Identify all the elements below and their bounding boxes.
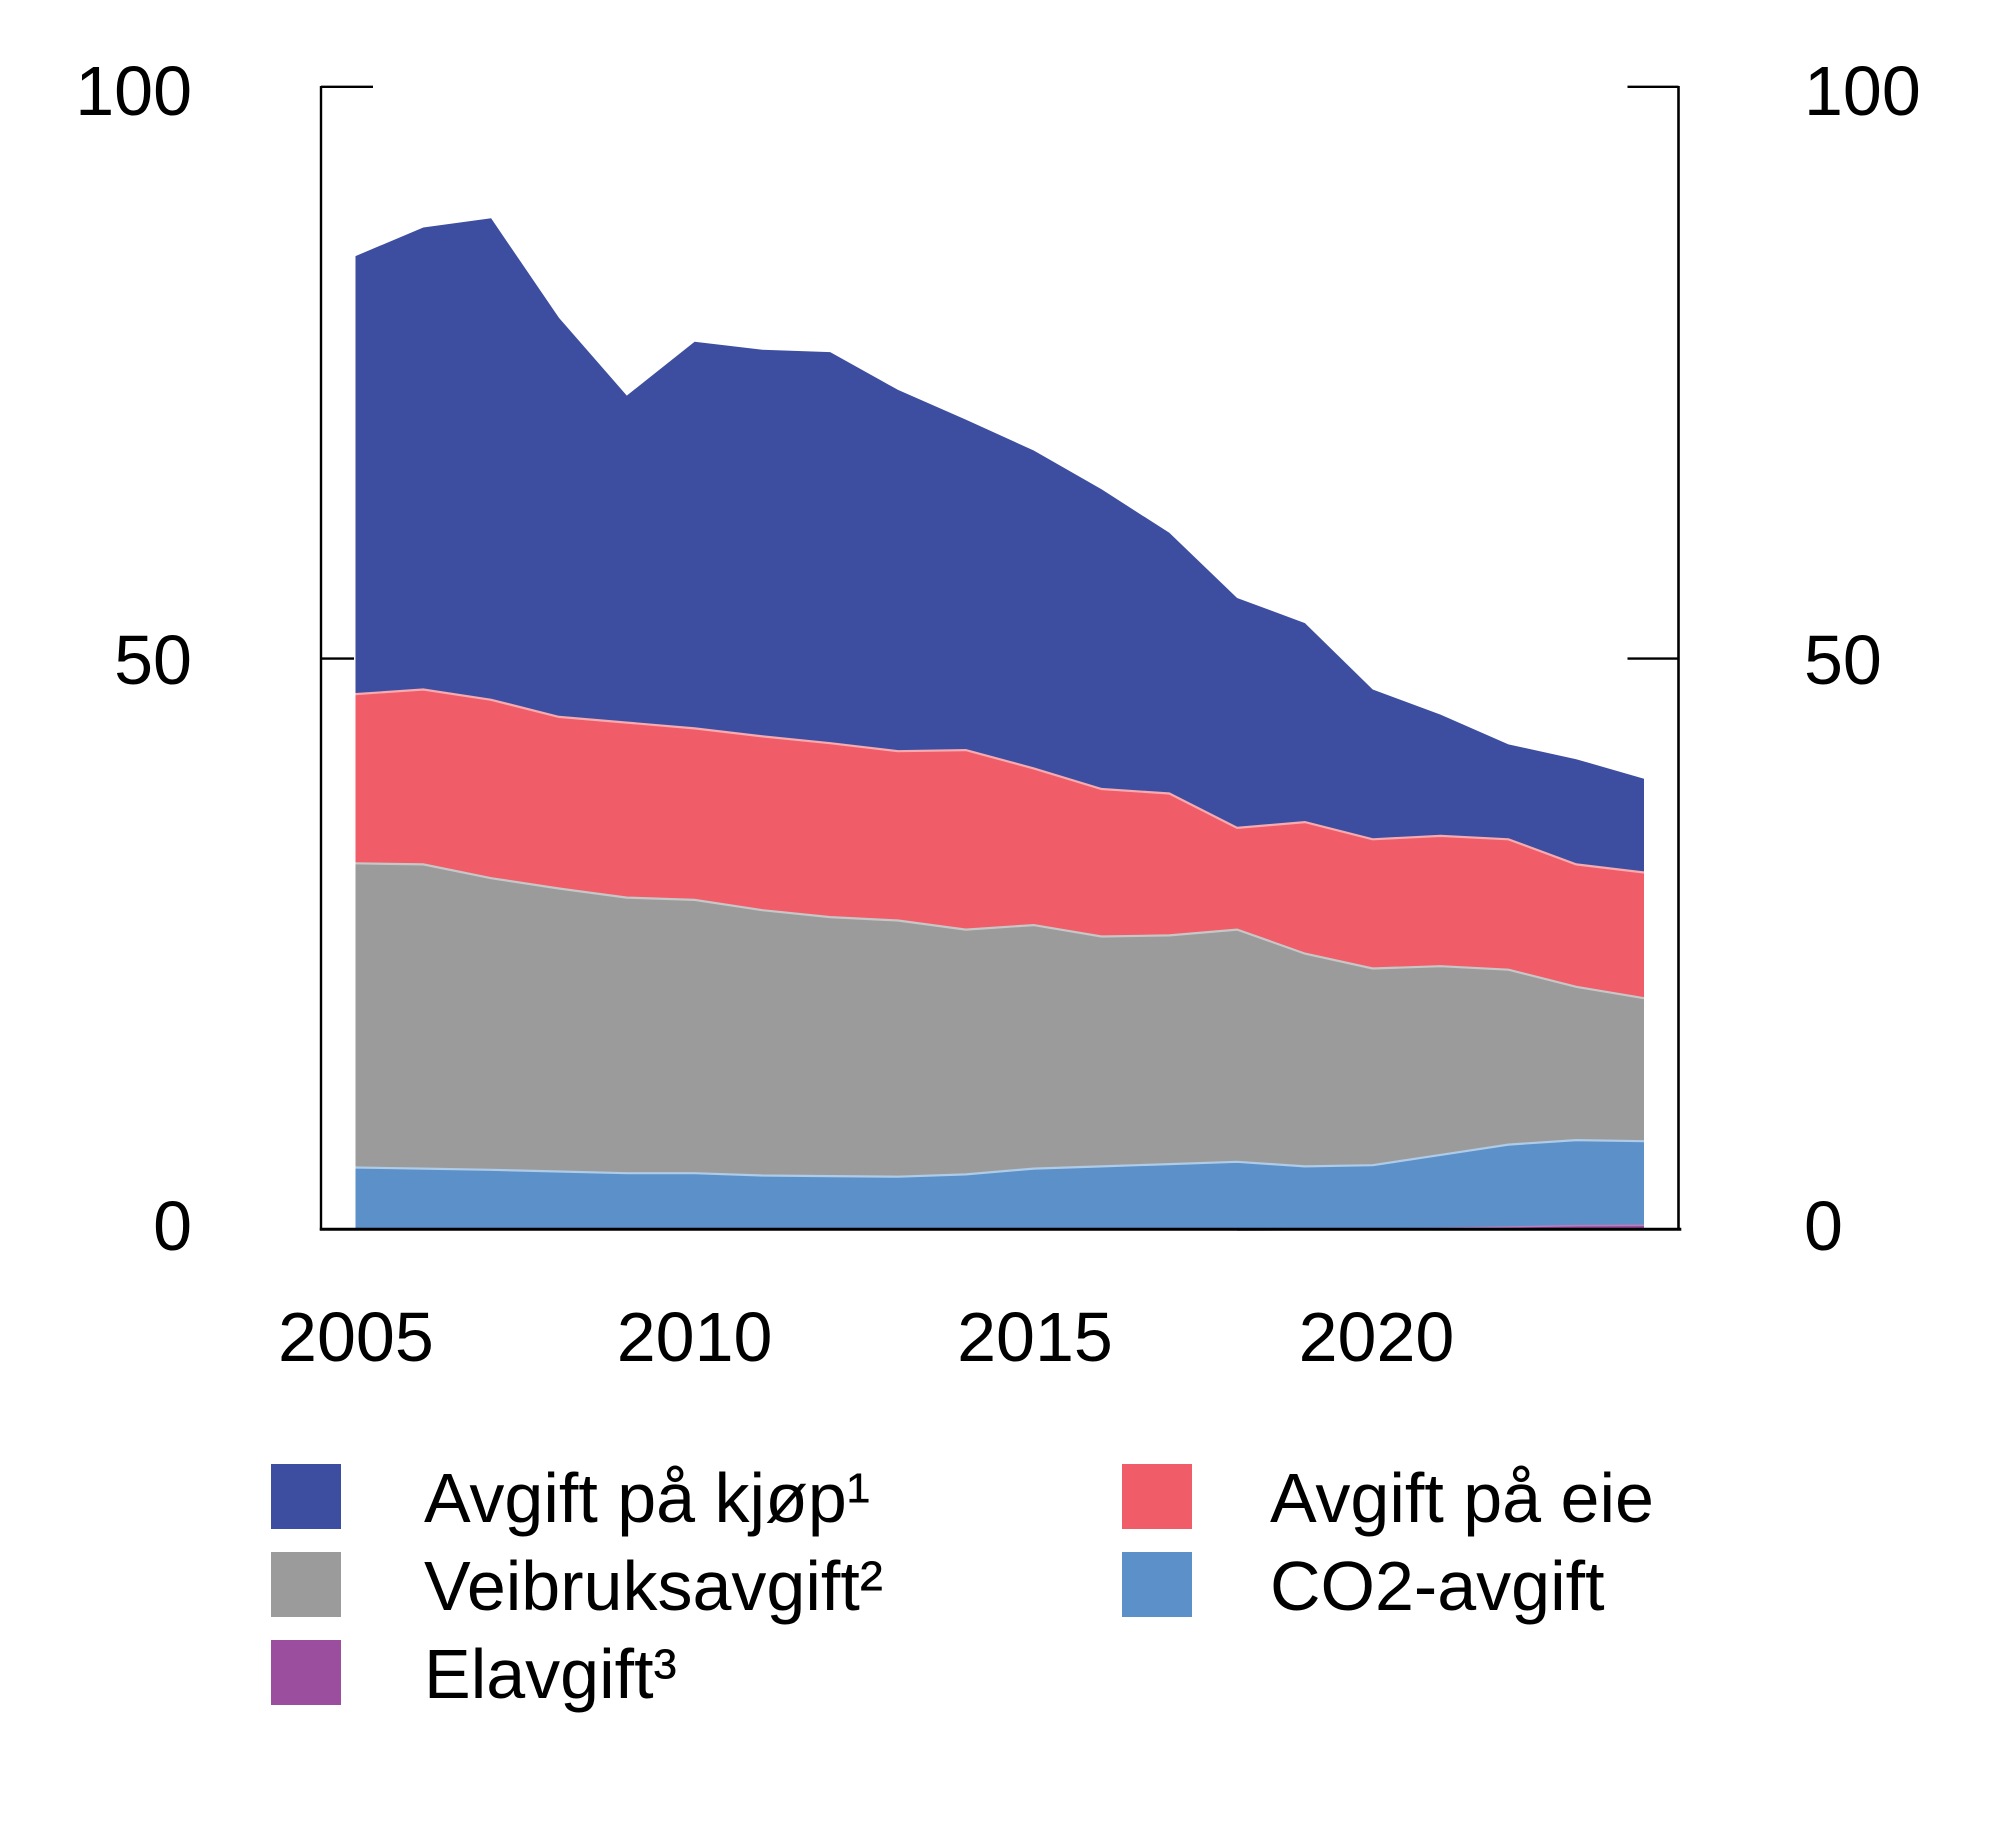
svg-text:100: 100	[1804, 52, 1921, 130]
svg-text:2010: 2010	[617, 1298, 773, 1376]
svg-text:CO2-avgift: CO2-avgift	[1270, 1547, 1605, 1625]
svg-text:Avgift på eie: Avgift på eie	[1270, 1459, 1654, 1537]
svg-text:50: 50	[114, 621, 192, 699]
svg-text:100: 100	[75, 52, 192, 130]
svg-text:Avgift på kjøp¹: Avgift på kjøp¹	[424, 1459, 870, 1537]
svg-text:0: 0	[153, 1187, 192, 1265]
svg-text:0: 0	[1804, 1187, 1843, 1265]
svg-text:Elavgift³: Elavgift³	[424, 1635, 677, 1713]
svg-text:2020: 2020	[1299, 1298, 1455, 1376]
svg-text:2005: 2005	[278, 1298, 434, 1376]
svg-text:Veibruksavgift²: Veibruksavgift²	[424, 1547, 883, 1625]
svg-text:2015: 2015	[957, 1298, 1113, 1376]
svg-text:50: 50	[1804, 621, 1882, 699]
